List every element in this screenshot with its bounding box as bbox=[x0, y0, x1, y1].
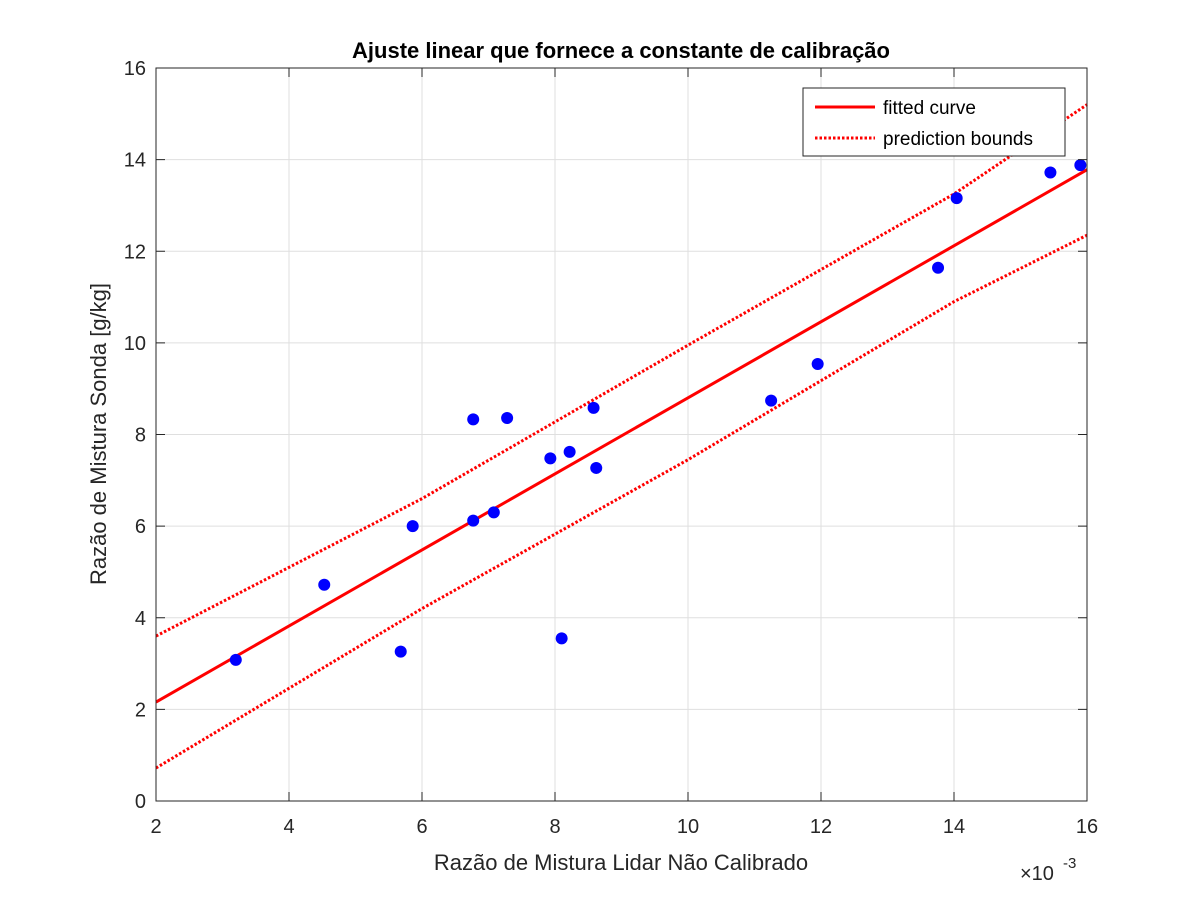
data-point bbox=[1074, 159, 1087, 172]
x-tick-label: 2 bbox=[150, 816, 161, 838]
x-tick-label: 16 bbox=[1076, 816, 1098, 838]
x-tick-label: 10 bbox=[677, 816, 699, 838]
x-tick-label: 6 bbox=[416, 816, 427, 838]
axes-frame bbox=[155, 67, 1088, 802]
data-point bbox=[555, 632, 568, 645]
data-point bbox=[467, 413, 480, 426]
data-point bbox=[501, 412, 514, 425]
x-tick-label: 14 bbox=[943, 816, 965, 838]
data-point bbox=[932, 261, 945, 274]
data-points bbox=[229, 159, 1087, 666]
data-point bbox=[590, 461, 603, 474]
x-exponent-base: ×10 bbox=[1020, 863, 1054, 885]
chart-title: Ajuste linear que fornece a constante de… bbox=[352, 38, 890, 63]
x-exponent-power: -3 bbox=[1063, 855, 1076, 872]
data-point bbox=[950, 192, 963, 205]
legend-bounds-label: prediction bounds bbox=[883, 129, 1033, 150]
legend-fitted-label: fitted curve bbox=[883, 98, 976, 119]
legend-box bbox=[802, 87, 1066, 157]
data-point bbox=[765, 394, 778, 407]
grid bbox=[156, 68, 1087, 801]
legend: fitted curve prediction bounds bbox=[802, 87, 1066, 157]
fitted-curve bbox=[155, 168, 1088, 704]
y-tick-label: 16 bbox=[124, 58, 146, 80]
y-tick-label: 12 bbox=[124, 241, 146, 263]
data-point bbox=[467, 514, 480, 527]
x-axis-label: Razão de Mistura Lidar Não Calibrado bbox=[434, 850, 808, 875]
data-point bbox=[544, 452, 557, 465]
prediction-bounds-lines bbox=[155, 103, 1088, 770]
data-point bbox=[394, 645, 407, 658]
data-point bbox=[587, 401, 600, 414]
y-tick-label: 4 bbox=[135, 608, 146, 630]
y-axis-label: Razão de Mistura Sonda [g/kg] bbox=[86, 283, 111, 585]
x-tick-label: 12 bbox=[810, 816, 832, 838]
data-point bbox=[487, 506, 500, 519]
y-tick-label: 8 bbox=[135, 425, 146, 447]
x-tick-label: 4 bbox=[283, 816, 294, 838]
data-point bbox=[811, 357, 824, 370]
data-point bbox=[563, 445, 576, 458]
data-point bbox=[406, 520, 419, 533]
x-tick-label: 8 bbox=[549, 816, 560, 838]
x-axis-exponent: ×10 -3 bbox=[1020, 855, 1076, 885]
data-point bbox=[1044, 166, 1057, 179]
data-point bbox=[318, 578, 331, 591]
y-tick-label: 0 bbox=[135, 791, 146, 813]
y-tick-label: 2 bbox=[135, 699, 146, 721]
prediction-bound-lower bbox=[155, 233, 1088, 770]
prediction-bound-upper bbox=[155, 103, 1088, 638]
data-point bbox=[229, 653, 242, 666]
y-tick-label: 10 bbox=[124, 333, 146, 355]
fitted-curve-line bbox=[155, 168, 1088, 704]
y-tick-label: 6 bbox=[135, 516, 146, 538]
y-tick-label: 14 bbox=[124, 150, 146, 172]
